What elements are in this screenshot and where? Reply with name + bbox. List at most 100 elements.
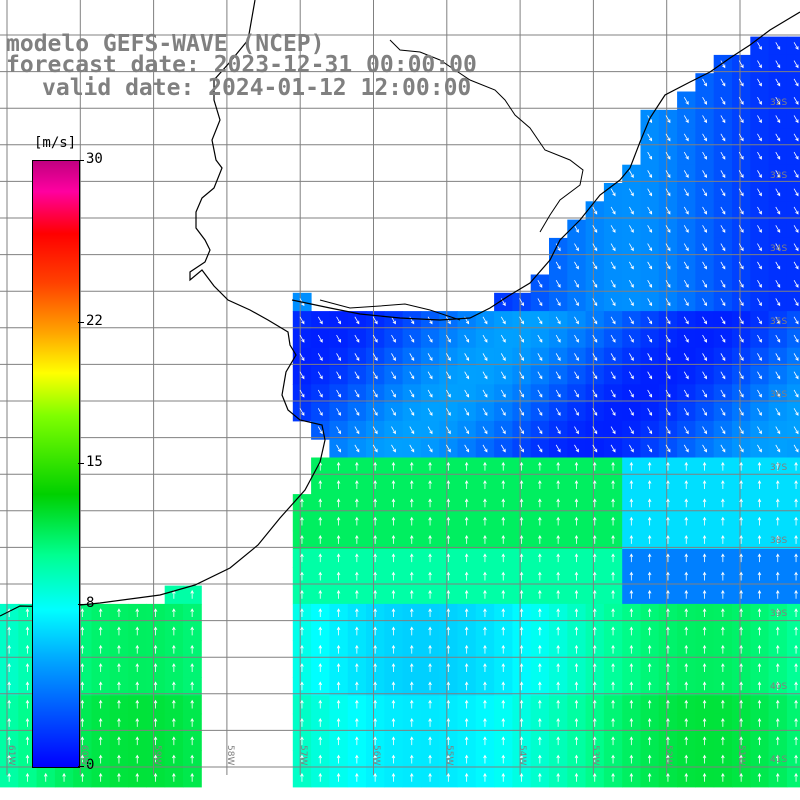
- wind-arrow: [135, 699, 140, 709]
- wind-arrow: [592, 461, 597, 471]
- wind-arrow: [684, 681, 689, 691]
- colorbar-tick-label: 8: [86, 595, 95, 612]
- wind-arrow: [500, 408, 506, 416]
- wind-arrow: [538, 608, 542, 618]
- wind-arrow: [409, 516, 414, 526]
- wind-arrow: [428, 644, 432, 654]
- wind-arrow: [665, 279, 671, 288]
- wind-arrow: [738, 170, 744, 179]
- wind-arrow: [574, 571, 579, 581]
- wind-arrow: [757, 498, 762, 508]
- wind-arrow: [738, 408, 744, 416]
- wind-arrow: [775, 353, 781, 362]
- wind-arrow: [647, 644, 652, 654]
- wind-arrow: [538, 754, 542, 764]
- wind-arrow: [629, 243, 634, 252]
- wind-arrow: [720, 261, 726, 270]
- wind-arrow: [739, 516, 743, 526]
- wind-arrow: [318, 608, 323, 618]
- wind-arrow: [25, 608, 30, 618]
- wind-speed-cell: [786, 640, 800, 660]
- wind-arrow: [629, 535, 634, 544]
- wind-arrow: [647, 736, 652, 746]
- wind-arrow: [702, 389, 707, 398]
- wind-arrow: [684, 626, 689, 636]
- wind-speed-field: [0, 36, 800, 788]
- wind-arrow: [317, 371, 323, 380]
- latitude-label: 37S: [770, 463, 788, 473]
- wind-arrow: [574, 553, 579, 563]
- wind-arrow: [300, 589, 304, 599]
- wind-arrow: [446, 663, 451, 672]
- wind-arrow: [702, 96, 707, 105]
- wind-arrow: [793, 261, 799, 270]
- wind-arrow: [702, 371, 707, 380]
- longitude-label: 51W: [736, 745, 746, 766]
- wind-arrow: [428, 589, 432, 599]
- wind-arrow: [372, 408, 378, 416]
- wind-arrow: [702, 188, 707, 197]
- wind-arrow: [738, 188, 744, 197]
- wind-arrow: [611, 626, 615, 636]
- wind-arrow: [464, 334, 470, 343]
- wind-arrow: [538, 663, 542, 672]
- wind-arrow: [482, 444, 488, 453]
- wind-arrow: [500, 371, 506, 380]
- wind-arrow: [501, 571, 506, 581]
- wind-arrow: [538, 718, 542, 727]
- colorbar-tick: [78, 160, 84, 161]
- wind-arrow: [555, 353, 561, 362]
- wind-arrow: [738, 353, 744, 362]
- wind-arrow: [135, 681, 140, 691]
- wind-arrow: [409, 371, 415, 380]
- wind-arrow: [574, 426, 579, 435]
- wind-arrow: [720, 279, 726, 288]
- wind-arrow: [720, 334, 726, 343]
- wind-arrow: [483, 553, 487, 563]
- wind-arrow: [666, 718, 670, 727]
- wind-arrow: [757, 644, 762, 654]
- wind-arrow: [775, 681, 780, 691]
- wind-arrow: [299, 408, 305, 416]
- wind-arrow: [702, 736, 707, 746]
- wind-arrow: [501, 608, 506, 618]
- wind-arrow: [702, 206, 707, 215]
- wind-arrow: [537, 426, 543, 435]
- wind-arrow: [391, 444, 396, 453]
- wind-arrow: [464, 371, 470, 380]
- wind-arrow: [739, 553, 743, 563]
- wind-arrow: [537, 371, 543, 380]
- wind-arrow: [739, 718, 743, 727]
- wind-arrow: [683, 96, 689, 105]
- colorbar-tick: [78, 766, 84, 767]
- wind-arrow: [574, 736, 579, 746]
- wind-arrow: [519, 298, 524, 307]
- wind-arrow: [647, 334, 653, 343]
- wind-arrow: [153, 626, 158, 636]
- wind-speed-cell: [786, 54, 800, 74]
- wind-arrow: [464, 461, 469, 471]
- wind-arrow: [592, 754, 597, 764]
- wind-arrow: [501, 498, 506, 508]
- wind-arrow: [629, 353, 634, 362]
- wind-arrow: [464, 498, 469, 508]
- wind-arrow: [172, 718, 176, 727]
- wind-arrow: [7, 772, 11, 782]
- wind-arrow: [739, 699, 743, 709]
- wind-arrow: [300, 718, 304, 727]
- wind-arrow: [7, 736, 11, 746]
- wind-speed-cell: [786, 311, 800, 330]
- wind-arrow: [720, 408, 726, 416]
- wind-arrow: [647, 608, 652, 618]
- wind-arrow: [592, 334, 598, 343]
- wind-arrow: [592, 699, 597, 709]
- wind-arrow: [592, 444, 598, 453]
- wind-speed-cell: [786, 713, 800, 733]
- wind-arrow: [647, 498, 652, 508]
- wind-speed-cell: [786, 36, 800, 56]
- wind-arrow: [721, 498, 725, 508]
- wind-arrow: [738, 298, 744, 307]
- wind-arrow: [409, 754, 414, 764]
- wind-arrow: [629, 225, 634, 233]
- wind-arrow: [25, 772, 30, 782]
